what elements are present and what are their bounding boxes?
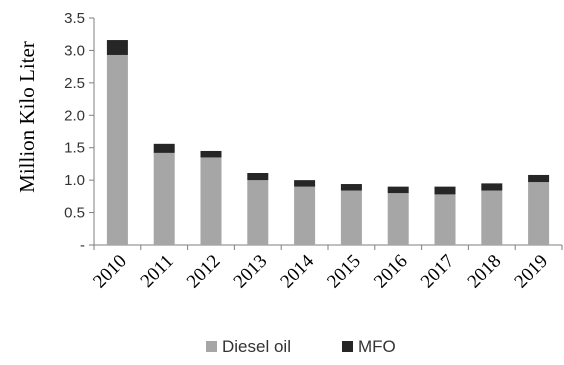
legend-swatch	[206, 341, 217, 352]
x-tick-label: 2014	[276, 250, 318, 292]
y-tick-label: 2.0	[64, 107, 85, 124]
bar-mfo	[528, 174, 550, 183]
bar-diesel-oil	[528, 182, 550, 245]
bar-diesel-oil	[200, 157, 222, 245]
x-tick-label: 2019	[510, 251, 552, 293]
x-tick-label: 2016	[370, 251, 412, 293]
y-tick-label: -	[80, 237, 85, 254]
y-axis: - 0.5 1.0 1.5 2.0 2.5 3.0 3.5	[64, 10, 95, 254]
bar-diesel-oil	[434, 194, 456, 245]
bar-diesel-oil	[247, 180, 269, 245]
x-tick-label: 2015	[323, 251, 365, 293]
bar-diesel-oil	[106, 54, 128, 246]
y-tick-label: 3.5	[64, 10, 85, 27]
bar-diesel-oil	[387, 193, 409, 245]
bar-mfo	[340, 184, 362, 191]
y-tick-label: 1.0	[64, 172, 85, 189]
bar-diesel-oil	[153, 152, 175, 245]
bar-diesel-oil	[294, 186, 316, 245]
y-tick-label: 0.5	[64, 205, 85, 222]
bar-mfo	[434, 186, 456, 195]
bar-mfo	[481, 183, 503, 191]
y-tick-label: 1.5	[64, 140, 85, 157]
bar-mfo	[387, 186, 409, 194]
bar-mfo	[106, 40, 128, 55]
x-tick-label: 2012	[183, 251, 225, 293]
y-axis-label: Million Kilo Liter	[15, 41, 39, 193]
y-tick-label: 2.5	[64, 75, 85, 92]
legend-swatch	[342, 341, 353, 352]
bar-mfo	[247, 173, 269, 181]
x-axis: 2010 2011 2012 2013 2014 2015 2016 2017 2018 2019	[89, 244, 563, 293]
legend-label: MFO	[358, 337, 396, 356]
legend-label: Diesel oil	[222, 337, 291, 356]
x-tick-label: 2011	[137, 251, 178, 292]
y-tick-label: 3.0	[64, 42, 85, 59]
x-tick-label: 2013	[230, 251, 272, 293]
x-tick-label: 2018	[464, 251, 506, 293]
bar-mfo	[153, 143, 175, 153]
bar-diesel-oil	[340, 190, 362, 245]
bar-diesel-oil	[481, 190, 503, 245]
bar-mfo	[200, 150, 222, 158]
x-tick-label: 2010	[89, 251, 131, 293]
bar-mfo	[294, 180, 316, 187]
x-tick-label: 2017	[417, 251, 459, 293]
bars	[106, 40, 550, 246]
legend: Diesel oil MFO	[206, 337, 396, 356]
